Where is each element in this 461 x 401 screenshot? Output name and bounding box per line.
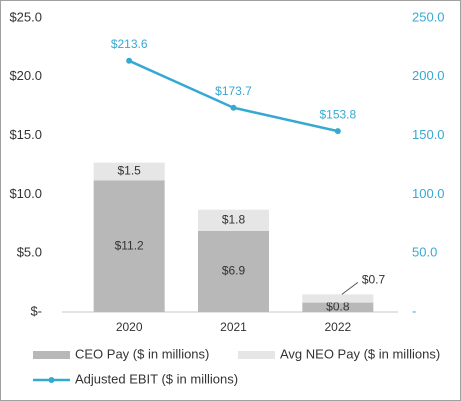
- legend-swatch: [238, 351, 275, 359]
- y2-tick-label: 250.0: [412, 9, 445, 24]
- y2-tick-label: 50.0: [412, 245, 437, 260]
- y-tick-label: $5.0: [17, 245, 42, 260]
- bar-value-label: $1.5: [117, 164, 141, 178]
- legend-label: Avg NEO Pay ($ in millions): [280, 346, 440, 361]
- line-value-label: $173.7: [215, 84, 252, 98]
- line-marker: [126, 57, 133, 64]
- y-tick-label: $20.0: [9, 68, 42, 83]
- bar-value-label: $0.7: [362, 273, 386, 287]
- x-tick-label: 2022: [324, 320, 351, 334]
- bar-segment: [302, 302, 374, 312]
- x-tick-label: 2020: [116, 320, 143, 334]
- y-tick-label: $25.0: [9, 9, 42, 24]
- y2-tick-label: 200.0: [412, 68, 445, 83]
- line-marker: [230, 104, 237, 111]
- y-tick-label: $-: [30, 303, 42, 318]
- y2-tick-label: 100.0: [412, 186, 445, 201]
- leader-line: [341, 281, 359, 295]
- y2-tick-label: 150.0: [412, 127, 445, 142]
- bar-segment: [93, 180, 165, 312]
- bar-value-label: $6.9: [222, 264, 246, 278]
- bar-value-label: $1.8: [222, 212, 246, 226]
- y-tick-label: $10.0: [9, 186, 42, 201]
- bar-value-label: $0.8: [326, 299, 350, 313]
- legend-marker: [48, 377, 55, 383]
- legend-label: CEO Pay ($ in millions): [75, 346, 209, 361]
- bar-segment: [198, 209, 269, 231]
- line-value-label: $153.8: [319, 107, 356, 121]
- legend-label: Adjusted EBIT ($ in millions): [75, 371, 238, 386]
- bar-segment: [198, 230, 269, 312]
- bar-segment: [93, 162, 165, 181]
- line-value-label: $213.6: [111, 37, 148, 51]
- bar-segment: [302, 294, 374, 303]
- y-tick-label: $15.0: [9, 127, 42, 142]
- y2-tick-label: -: [412, 303, 416, 318]
- x-tick-label: 2021: [220, 320, 247, 334]
- line-marker: [334, 128, 341, 135]
- legend-swatch: [33, 351, 70, 359]
- bar-value-label: $11.2: [115, 238, 144, 252]
